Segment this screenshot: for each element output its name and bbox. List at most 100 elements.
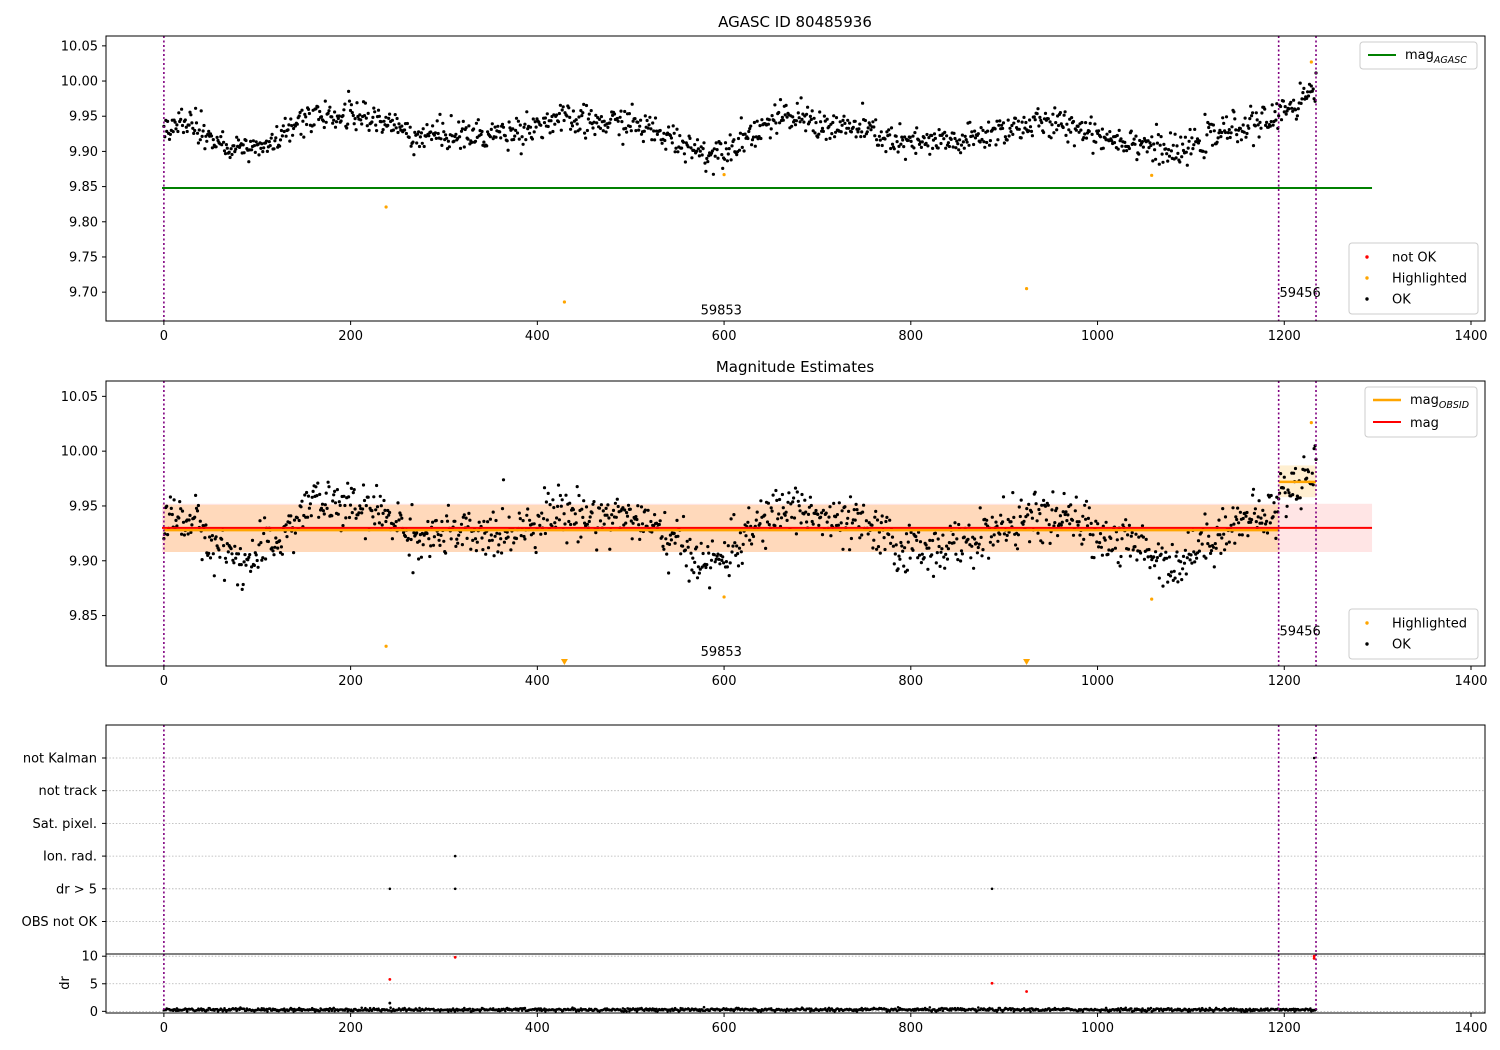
- agasc-ok-point: [834, 130, 838, 134]
- agasc-ok-point: [1147, 146, 1151, 150]
- agasc-ok-point: [259, 146, 263, 150]
- magnitude-ok-point: [384, 519, 388, 524]
- flag-point: [453, 854, 457, 858]
- magnitude-ok-point: [985, 518, 989, 522]
- magnitude-ok-point: [408, 517, 412, 521]
- agasc-ok-point: [476, 118, 480, 122]
- agasc-legend-marker: [1365, 255, 1369, 259]
- agasc-ok-point: [980, 137, 984, 142]
- dr-point: [523, 1006, 527, 1010]
- magnitude-ok-point: [1306, 470, 1311, 474]
- agasc-ok-point: [374, 123, 378, 127]
- magnitude-ok-point: [445, 519, 450, 523]
- agasc-ok-point: [479, 132, 483, 137]
- agasc-ok-point: [839, 130, 843, 134]
- agasc-ok-point: [354, 128, 358, 132]
- magnitude-ok-point: [544, 500, 549, 504]
- agasc-ok-point: [190, 121, 194, 125]
- magnitude-ok-point: [244, 563, 248, 567]
- agasc-ok-point: [927, 136, 931, 140]
- magnitude-ok-point: [804, 510, 808, 514]
- flags-category-label: not track: [38, 784, 97, 799]
- agasc-ok-point: [489, 127, 493, 131]
- magnitude-ok-point: [542, 517, 546, 521]
- agasc-ok-point: [1175, 144, 1179, 148]
- agasc-ok-point: [407, 135, 411, 139]
- agasc-ok-point: [1027, 129, 1031, 133]
- agasc-ok-point: [805, 112, 809, 116]
- magnitude-ok-point: [793, 486, 798, 490]
- magnitude-ok-point: [318, 492, 322, 496]
- magnitude-ok-point: [174, 518, 178, 523]
- agasc-ok-point: [404, 131, 408, 136]
- magnitude-ok-point: [208, 556, 213, 560]
- magnitude-ok-point: [380, 523, 384, 527]
- agasc-ok-point: [797, 116, 801, 120]
- agasc-ok-point: [1084, 121, 1088, 125]
- magnitude-ok-point: [959, 559, 963, 563]
- agasc-ok-point: [848, 121, 852, 125]
- magnitude-ok-point: [1074, 495, 1078, 499]
- agasc-ok-point: [289, 117, 293, 121]
- magnitude-ok-point: [1061, 510, 1065, 514]
- magnitude-ok-point: [1232, 522, 1236, 526]
- agasc-ok-point: [866, 126, 870, 130]
- magnitude-ok-point: [890, 535, 895, 539]
- agasc-ok-point: [1154, 157, 1158, 161]
- agasc-ok-point: [781, 118, 785, 122]
- agasc-ok-point: [589, 109, 593, 113]
- magnitude-ok-point: [198, 519, 202, 523]
- magnitude-ok-point: [320, 502, 325, 506]
- agasc-ok-point: [675, 127, 679, 131]
- agasc-ok-point: [1189, 152, 1193, 156]
- magnitude-ok-point: [763, 513, 767, 517]
- magnitude-ok-point: [1231, 506, 1235, 510]
- magnitude-ok-point: [940, 547, 944, 551]
- magnitude-ok-point: [854, 502, 858, 506]
- magnitude-ok-point: [484, 552, 488, 556]
- magnitude-ytick-label: 10.05: [61, 390, 98, 405]
- agasc-ok-point: [395, 116, 399, 121]
- agasc-ok-point: [901, 138, 905, 142]
- agasc-ok-point: [908, 135, 912, 139]
- magnitude-ok-point: [223, 556, 228, 560]
- agasc-ok-point: [725, 159, 730, 163]
- magnitude-ok-point: [848, 548, 852, 552]
- agasc-ok-point: [1058, 111, 1062, 115]
- agasc-ok-point: [534, 125, 538, 129]
- magnitude-ok-point: [189, 530, 193, 535]
- magnitude-ok-point: [698, 567, 702, 571]
- agasc-ok-point: [191, 126, 195, 130]
- magnitude-ok-point: [978, 506, 982, 510]
- dr-point: [1118, 1010, 1122, 1013]
- agasc-ok-point: [634, 129, 638, 133]
- magnitude-ok-point: [1167, 555, 1172, 559]
- magnitude-ok-point: [1222, 532, 1226, 536]
- agasc-ok-point: [430, 137, 434, 142]
- magnitude-ok-point: [960, 552, 965, 556]
- magnitude-ok-point: [363, 537, 367, 541]
- magnitude-ok-point: [178, 500, 182, 504]
- magnitude-ok-point: [1064, 510, 1068, 514]
- agasc-ok-point: [979, 126, 983, 130]
- magnitude-ok-point: [657, 522, 661, 527]
- agasc-ok-point: [1098, 135, 1103, 139]
- agasc-ok-point: [511, 127, 515, 131]
- magnitude-ok-point: [580, 507, 584, 511]
- magnitude-ok-point: [864, 519, 869, 523]
- magnitude-ok-point: [1234, 515, 1238, 519]
- magnitude-ok-point: [809, 503, 813, 508]
- magnitude-ok-point: [883, 547, 887, 552]
- agasc-ok-point: [770, 114, 774, 118]
- magnitude-ok-point: [962, 535, 966, 539]
- magnitude-ok-point: [231, 558, 235, 562]
- agasc-ok-point: [1141, 145, 1145, 149]
- magnitude-ok-point: [559, 504, 563, 508]
- magnitude-ok-point: [708, 586, 712, 590]
- magnitude-ok-point: [872, 538, 876, 542]
- magnitude-ok-point: [718, 562, 722, 566]
- agasc-ok-point: [1064, 133, 1068, 137]
- magnitude-ok-point: [800, 492, 804, 497]
- magnitude-ok-point: [848, 495, 853, 499]
- agasc-ok-point: [1028, 118, 1032, 122]
